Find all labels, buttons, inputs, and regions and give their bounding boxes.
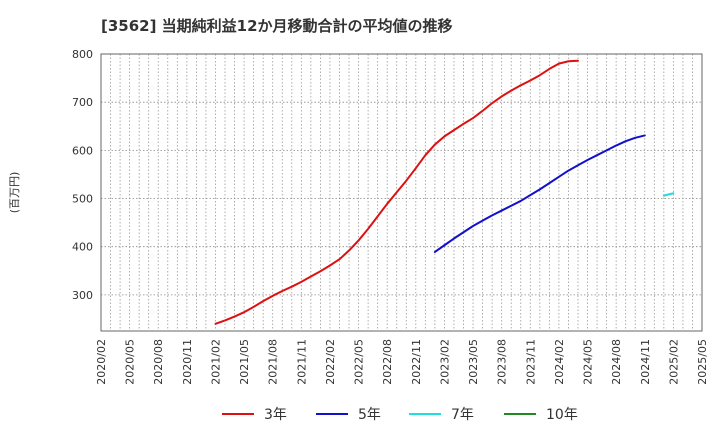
y-tick-label: 800 xyxy=(72,48,93,61)
plot-area-frame xyxy=(100,53,703,332)
y-tick-labels: 300 400 500 600 700 800 xyxy=(72,48,93,302)
series-line xyxy=(214,59,579,325)
y-tick-label: 300 xyxy=(72,289,93,302)
x-tick-label: 2022/08 xyxy=(381,339,394,385)
y-tick-label: 600 xyxy=(72,144,93,157)
grid-lines xyxy=(101,54,702,331)
x-tick-label: 2023/02 xyxy=(438,339,451,385)
legend-label: 10年 xyxy=(546,407,578,423)
y-tick-label: 500 xyxy=(72,193,93,206)
series-line xyxy=(433,134,646,253)
x-tick-label: 2024/02 xyxy=(553,339,566,385)
y-axis-label: (百万円) xyxy=(8,172,21,214)
x-tick-label: 2023/11 xyxy=(524,339,537,385)
y-tick-label: 700 xyxy=(72,96,93,109)
x-tick-label: 2025/05 xyxy=(696,339,709,385)
legend-label: 5年 xyxy=(358,407,381,423)
x-tick-label: 2021/02 xyxy=(209,339,222,385)
x-tick-label: 2022/02 xyxy=(324,339,337,385)
x-tick-label: 2023/08 xyxy=(496,339,509,385)
x-tick-label: 2024/08 xyxy=(610,339,623,385)
x-tick-labels: 2020/02 2020/05 2020/08 2020/11 2021/02 2021/… xyxy=(95,339,709,385)
x-tick-label: 2024/05 xyxy=(582,339,595,385)
x-tick-label: 2020/08 xyxy=(152,339,165,385)
series-line xyxy=(662,192,675,197)
x-tick-label: 2020/02 xyxy=(95,339,108,385)
chart-title: [3562] 当期純利益12か月移動合計の平均値の推移 xyxy=(101,17,453,35)
legend-label: 3年 xyxy=(264,407,287,423)
x-tick-label: 2025/02 xyxy=(667,339,680,385)
x-tick-label: 2021/08 xyxy=(267,339,280,385)
legend: 3年 5年 7年 10年 xyxy=(222,407,578,423)
legend-label: 7年 xyxy=(451,407,474,423)
y-tick-label: 400 xyxy=(72,241,93,254)
x-tick-label: 2022/11 xyxy=(410,339,423,385)
x-tick-label: 2023/05 xyxy=(467,339,480,385)
x-tick-label: 2022/05 xyxy=(353,339,366,385)
x-tick-label: 2020/05 xyxy=(124,339,137,385)
x-tick-label: 2024/11 xyxy=(639,339,652,385)
series-layer xyxy=(214,59,675,325)
x-tick-label: 2021/11 xyxy=(295,339,308,385)
x-tick-label: 2020/11 xyxy=(181,339,194,385)
x-tick-label: 2021/05 xyxy=(238,339,251,385)
